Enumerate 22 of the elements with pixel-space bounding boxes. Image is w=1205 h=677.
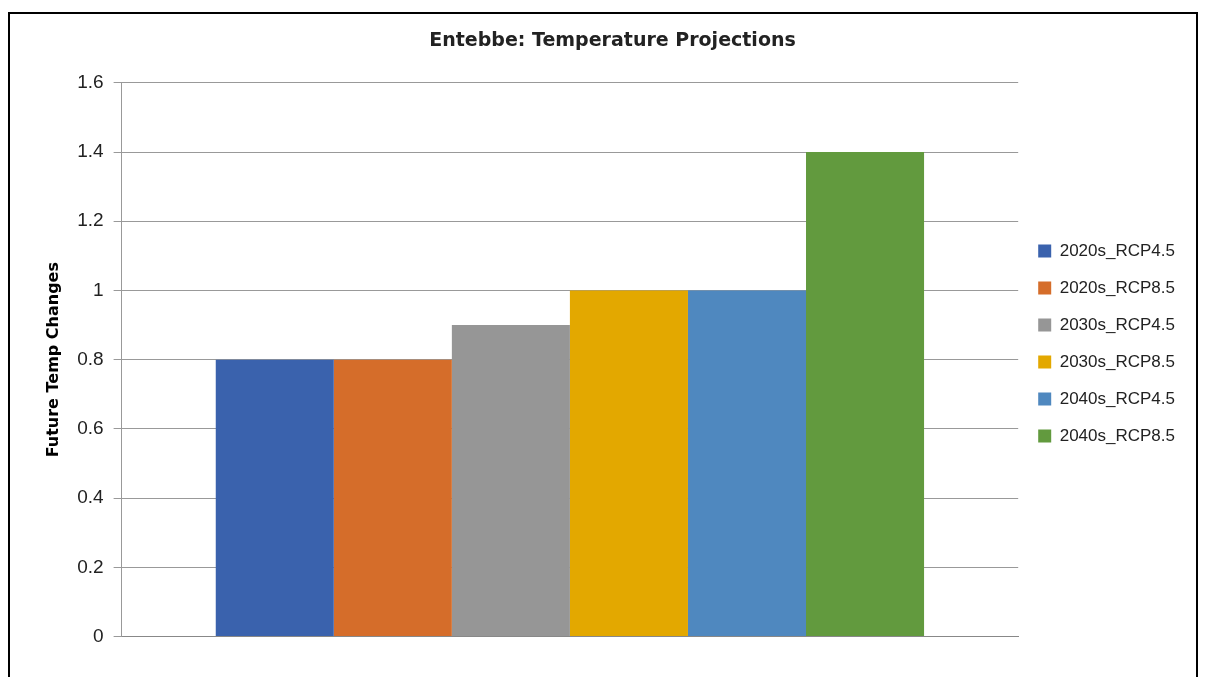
y-tick-label: 1.4	[77, 140, 105, 162]
legend-label: 2040s_RCP4.5	[1059, 388, 1176, 408]
y-tick-label: 1.2	[77, 209, 104, 231]
legend-label: 2030s_RCP4.5	[1059, 314, 1176, 334]
y-tick-label: 0.6	[77, 417, 104, 439]
bar	[806, 152, 925, 637]
y-tick-label: 1	[93, 278, 104, 300]
y-tick-label: 0.8	[77, 347, 104, 369]
y-tick-label: 0.2	[77, 555, 104, 577]
chart-title: Entebbe: Temperature Projections	[429, 28, 796, 51]
legend-label: 2020s_RCP8.5	[1059, 277, 1176, 297]
bar	[687, 290, 807, 637]
bar	[333, 359, 452, 637]
y-tick-label: 1.6	[77, 71, 104, 93]
legend-label: 2040s_RCP8.5	[1059, 425, 1176, 445]
y-axis-title: Future Temp Changes	[42, 262, 62, 458]
y-tick-label: 0.4	[77, 486, 105, 508]
bar	[215, 359, 334, 637]
legend-label: 2030s_RCP8.5	[1059, 351, 1176, 371]
legend-label: 2020s_RCP4.5	[1059, 240, 1176, 260]
bar	[569, 290, 688, 637]
y-tick-label: 0	[93, 624, 104, 646]
